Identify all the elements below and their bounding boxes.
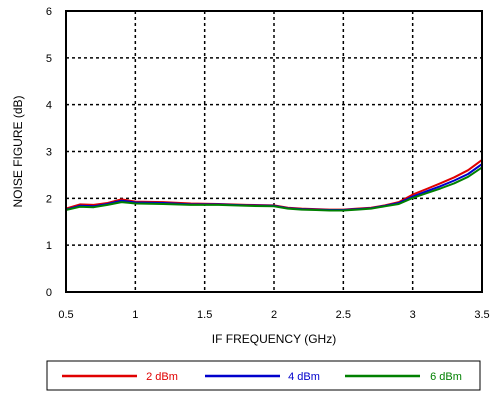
legend-label: 6 dBm xyxy=(430,371,462,383)
y-tick-label: 5 xyxy=(46,53,52,65)
legend-label: 4 dBm xyxy=(288,371,320,383)
legend-label: 2 dBm xyxy=(146,371,178,383)
x-tick-label: 2 xyxy=(271,309,277,321)
y-tick-label: 0 xyxy=(46,287,52,299)
plot-frame xyxy=(65,10,483,293)
x-tick-label: 3 xyxy=(410,309,416,321)
x-tick-label: 1.5 xyxy=(197,309,212,321)
series-lines xyxy=(65,159,483,212)
x-axis-title: IF FREQUENCY (GHz) xyxy=(212,332,336,346)
x-tick-label: 1 xyxy=(132,309,138,321)
y-tick-label: 3 xyxy=(46,147,52,159)
y-axis-title: NOISE FIGURE (dB) xyxy=(11,95,25,207)
x-tick-label: 2.5 xyxy=(336,309,351,321)
y-tick-label: 6 xyxy=(46,6,52,18)
y-tick-label: 2 xyxy=(46,193,52,205)
x-tick-label: 0.5 xyxy=(58,309,73,321)
x-tick-label: 3.5 xyxy=(474,309,489,321)
legend-entries: 2 dBm 4 dBm 6 dBm xyxy=(62,371,462,383)
grid xyxy=(66,11,482,292)
axis-ticks: 0.5 1 1.5 2 2.5 3 3.5 0 1 2 3 4 5 6 xyxy=(46,6,490,321)
series-line-6-dbm xyxy=(65,166,483,212)
y-tick-label: 4 xyxy=(46,100,52,112)
y-tick-label: 1 xyxy=(46,240,52,252)
